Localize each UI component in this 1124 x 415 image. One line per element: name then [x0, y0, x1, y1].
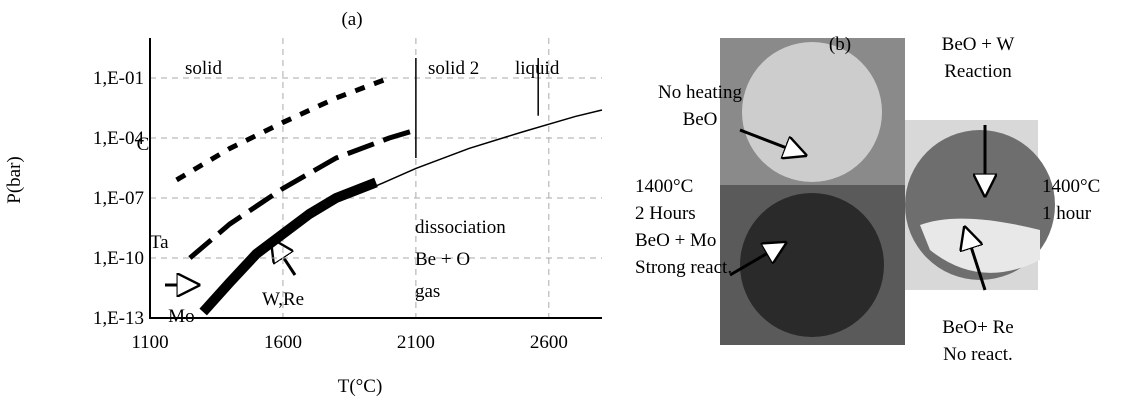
y-tick-label: 1,E-13 — [93, 308, 144, 329]
series-label: Ta — [150, 232, 169, 253]
photos — [720, 38, 1055, 345]
photo-note: No react. — [943, 344, 1013, 365]
y-axis-label: P(bar) — [4, 156, 25, 203]
y-tick-label: 1,E-01 — [93, 68, 144, 89]
photo-note: 1400°C — [635, 176, 693, 197]
photo-note: BeO + Mo — [635, 230, 716, 251]
annotation: Be + O — [415, 249, 470, 270]
photo-note: BeO+ Re — [942, 317, 1013, 338]
x-axis-label: T(°C) — [338, 376, 383, 397]
photo-note: BeO — [683, 109, 718, 130]
annotation: solid 2 — [428, 58, 479, 79]
photo-note: BeO + W — [942, 34, 1015, 55]
series-line — [199, 177, 378, 316]
photo-note: 1400°C — [1042, 176, 1100, 197]
photo-note: 2 Hours — [635, 203, 696, 224]
photo-note: Strong react. — [635, 257, 732, 278]
series-label: C — [137, 134, 150, 155]
series-line — [375, 109, 603, 187]
annotation: liquid — [515, 58, 560, 79]
photo-note: No heating — [658, 82, 742, 103]
series-line — [175, 75, 391, 183]
x-tick-label: 2100 — [397, 332, 435, 353]
axes — [149, 38, 602, 319]
photo-note: 1 hour — [1042, 203, 1092, 224]
annotation: gas — [415, 281, 440, 302]
panel-label: (b) — [829, 34, 851, 55]
series-line — [188, 127, 417, 260]
y-tick-label: 1,E-10 — [93, 248, 144, 269]
x-tick-label: 1100 — [131, 332, 168, 353]
annotation: W,Re — [262, 289, 304, 310]
photo-note: Reaction — [944, 61, 1012, 82]
chart-title: (a) — [341, 9, 362, 30]
series-label: Mo — [168, 306, 194, 327]
x-tick-label: 2600 — [530, 332, 568, 353]
annotation: solid — [185, 58, 222, 79]
y-tick-label: 1,E-04 — [93, 128, 145, 149]
y-tick-label: 1,E-07 — [93, 188, 144, 209]
x-tick-label: 1600 — [264, 332, 302, 353]
annotation: dissociation — [415, 217, 506, 238]
